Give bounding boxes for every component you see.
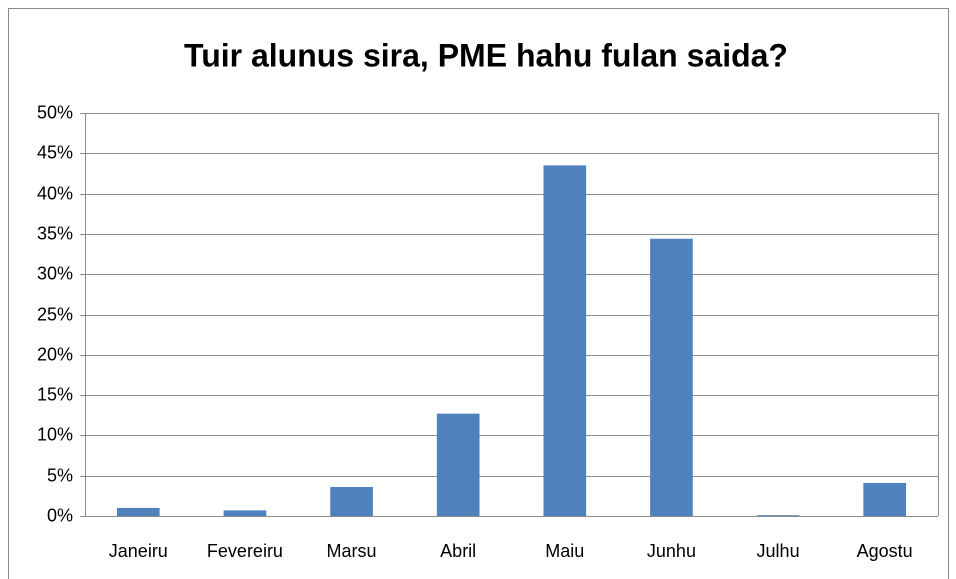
x-tick-label: Agostu [857, 541, 913, 561]
y-tick-label: 40% [37, 183, 73, 203]
y-tick-label: 5% [47, 465, 73, 485]
y-tick-label: 50% [37, 102, 73, 122]
bar [436, 413, 480, 516]
x-tick-label: Maiu [545, 541, 584, 561]
bar [650, 238, 693, 516]
y-tick-label: 35% [37, 223, 73, 243]
x-tick-label: Janeiru [109, 541, 168, 561]
bar [330, 486, 373, 516]
bar [543, 165, 587, 516]
x-tick-label: Junhu [647, 541, 696, 561]
x-tick-label: Fevereiru [207, 541, 283, 561]
y-tick-label: 15% [37, 384, 73, 404]
bar [863, 482, 907, 516]
bar [116, 507, 160, 516]
bar [223, 510, 267, 516]
y-tick-label: 30% [37, 263, 73, 283]
bar [756, 515, 800, 516]
y-tick-label: 10% [37, 424, 73, 444]
chart-title: Tuir alunus sira, PME hahu fulan saida? [184, 37, 788, 73]
y-tick-label: 25% [37, 304, 73, 324]
y-tick-label: 0% [47, 505, 73, 525]
y-tick-label: 45% [37, 142, 73, 162]
y-tick-label: 20% [37, 344, 73, 364]
x-tick-label: Abril [440, 541, 476, 561]
x-tick-label: Julhu [757, 541, 800, 561]
x-tick-label: Marsu [327, 541, 377, 561]
